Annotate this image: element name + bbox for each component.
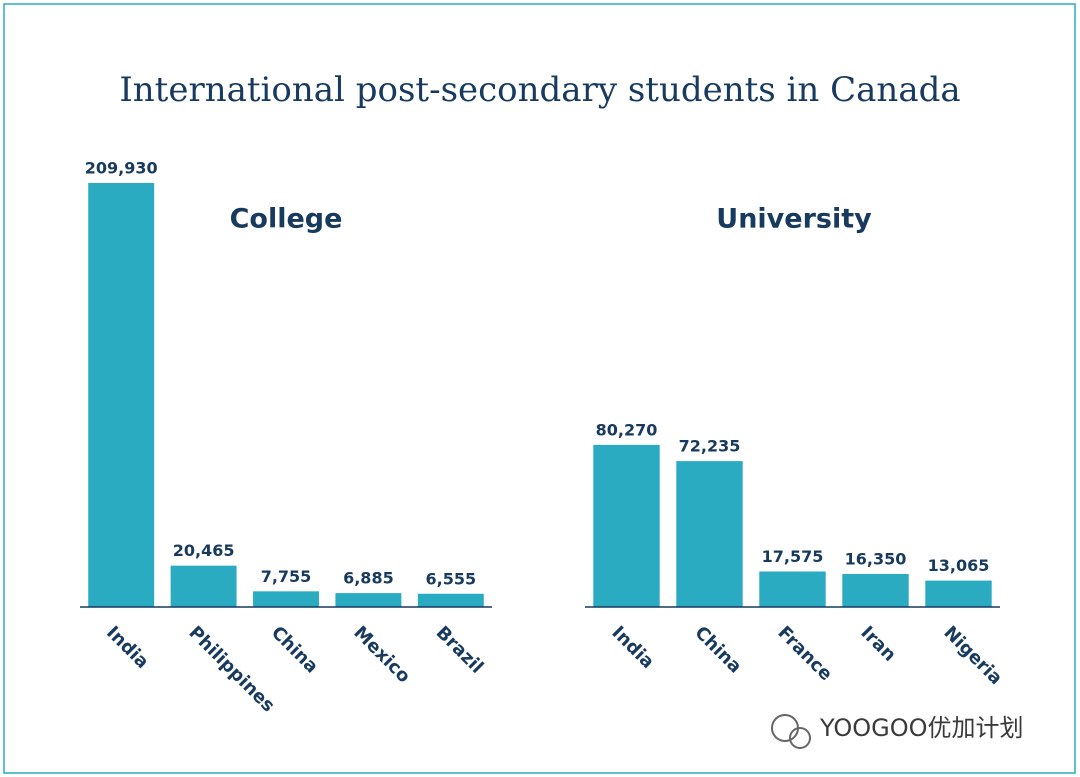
panel-title: College [230, 204, 343, 235]
x-tick-label: Philippines [185, 622, 279, 716]
watermark-icon [771, 714, 811, 749]
bar [676, 461, 743, 607]
value-label: 80,270 [596, 420, 658, 439]
chart-title: International post-secondary students in… [119, 70, 960, 110]
x-tick-label: Mexico [349, 622, 414, 687]
value-label: 7,755 [261, 567, 312, 586]
bar [759, 571, 826, 607]
x-tick-label: Nigeria [939, 622, 1006, 689]
bar [88, 183, 155, 607]
value-label: 6,885 [343, 569, 394, 588]
x-tick-label: China [690, 622, 745, 677]
bar [925, 580, 992, 607]
value-label: 20,465 [173, 541, 235, 560]
x-tick-label: India [102, 622, 153, 673]
panel-title: University [716, 204, 872, 235]
value-label: 17,575 [762, 547, 824, 566]
frame [3, 3, 1076, 774]
value-label: 13,065 [928, 556, 990, 575]
bar [253, 591, 319, 607]
value-label: 72,235 [679, 437, 741, 456]
value-label: 16,350 [845, 549, 907, 568]
x-tick-label: China [267, 622, 322, 677]
bar [842, 573, 909, 607]
x-tick-label: France [773, 622, 836, 685]
bar [593, 444, 660, 607]
bar [335, 593, 402, 607]
value-label: 6,555 [425, 569, 476, 588]
bar [417, 593, 484, 607]
x-tick-label: India [607, 622, 658, 673]
x-tick-label: Iran [856, 622, 900, 666]
value-label: 209,930 [85, 159, 158, 178]
watermark: YOOGOO优加计划 [819, 714, 1024, 742]
x-tick-label: Brazil [432, 622, 488, 678]
bar [170, 565, 237, 607]
